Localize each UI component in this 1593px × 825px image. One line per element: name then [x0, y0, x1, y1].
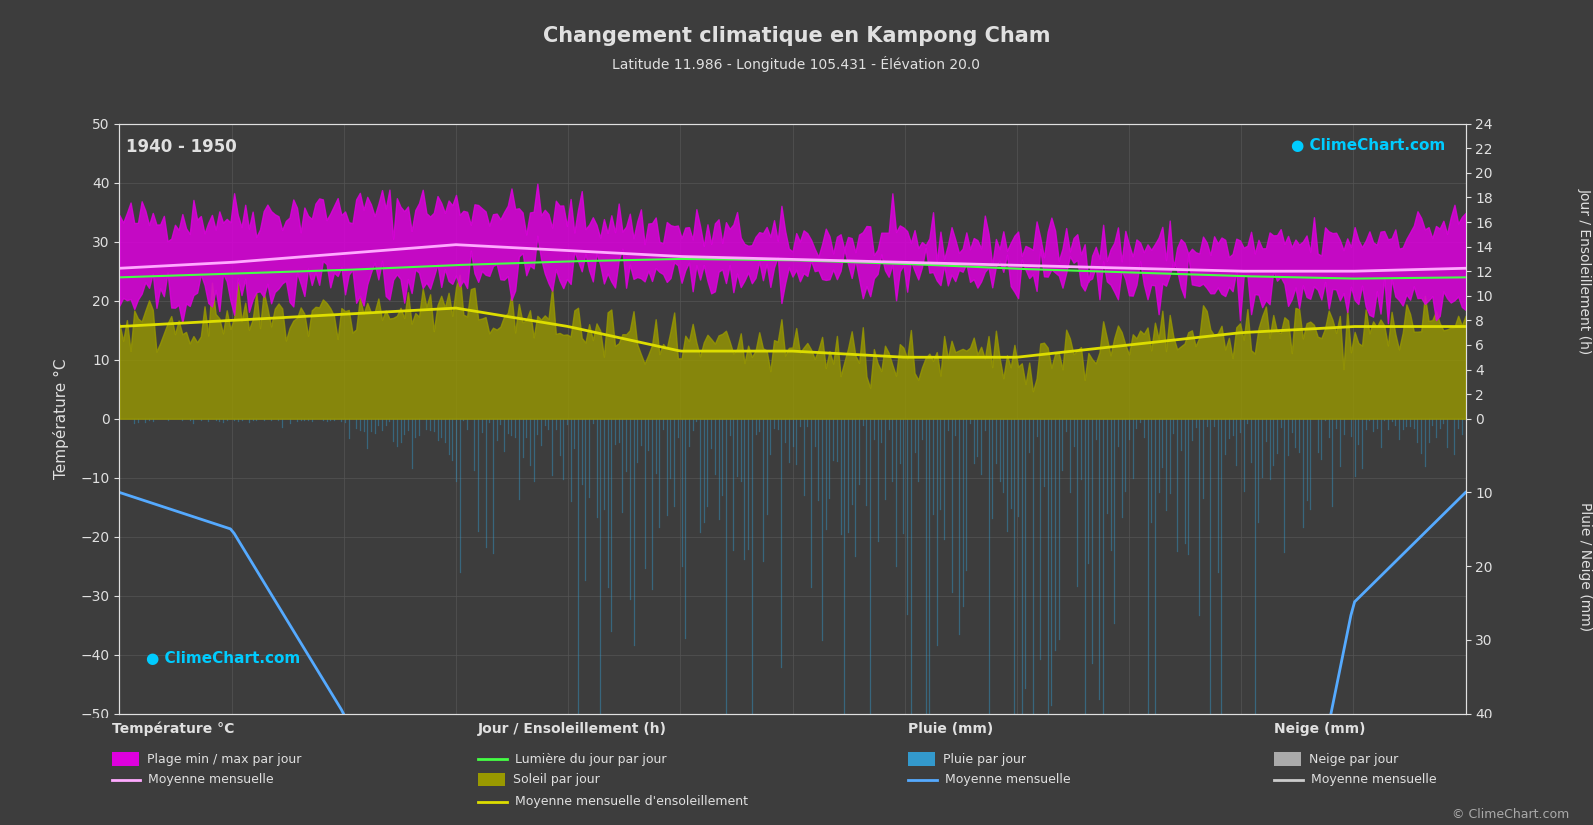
Text: Latitude 11.986 - Longitude 105.431 - Élévation 20.0: Latitude 11.986 - Longitude 105.431 - Él… [612, 56, 981, 72]
Text: Neige (mm): Neige (mm) [1274, 722, 1365, 736]
Text: ● ClimeChart.com: ● ClimeChart.com [1290, 139, 1445, 153]
Text: Moyenne mensuelle: Moyenne mensuelle [148, 773, 274, 786]
Y-axis label: Température °C: Température °C [54, 358, 70, 479]
Text: Température °C: Température °C [112, 721, 234, 736]
Text: Jour / Ensoleillement (h): Jour / Ensoleillement (h) [1579, 188, 1591, 355]
Text: ● ClimeChart.com: ● ClimeChart.com [147, 652, 301, 667]
Text: 1940 - 1950: 1940 - 1950 [126, 139, 237, 157]
Text: Moyenne mensuelle: Moyenne mensuelle [1311, 773, 1437, 786]
Text: Moyenne mensuelle d'ensoleillement: Moyenne mensuelle d'ensoleillement [515, 795, 747, 808]
Text: Pluie / Neige (mm): Pluie / Neige (mm) [1579, 502, 1591, 631]
Text: Plage min / max par jour: Plage min / max par jour [147, 752, 301, 766]
Text: © ClimeChart.com: © ClimeChart.com [1451, 808, 1569, 821]
Text: Lumière du jour par jour: Lumière du jour par jour [515, 752, 666, 766]
Text: Pluie par jour: Pluie par jour [943, 752, 1026, 766]
Text: Soleil par jour: Soleil par jour [513, 773, 599, 786]
Text: Moyenne mensuelle: Moyenne mensuelle [945, 773, 1070, 786]
Text: Pluie (mm): Pluie (mm) [908, 722, 994, 736]
Text: Changement climatique en Kampong Cham: Changement climatique en Kampong Cham [543, 26, 1050, 46]
Text: Neige par jour: Neige par jour [1309, 752, 1399, 766]
Text: Jour / Ensoleillement (h): Jour / Ensoleillement (h) [478, 722, 667, 736]
